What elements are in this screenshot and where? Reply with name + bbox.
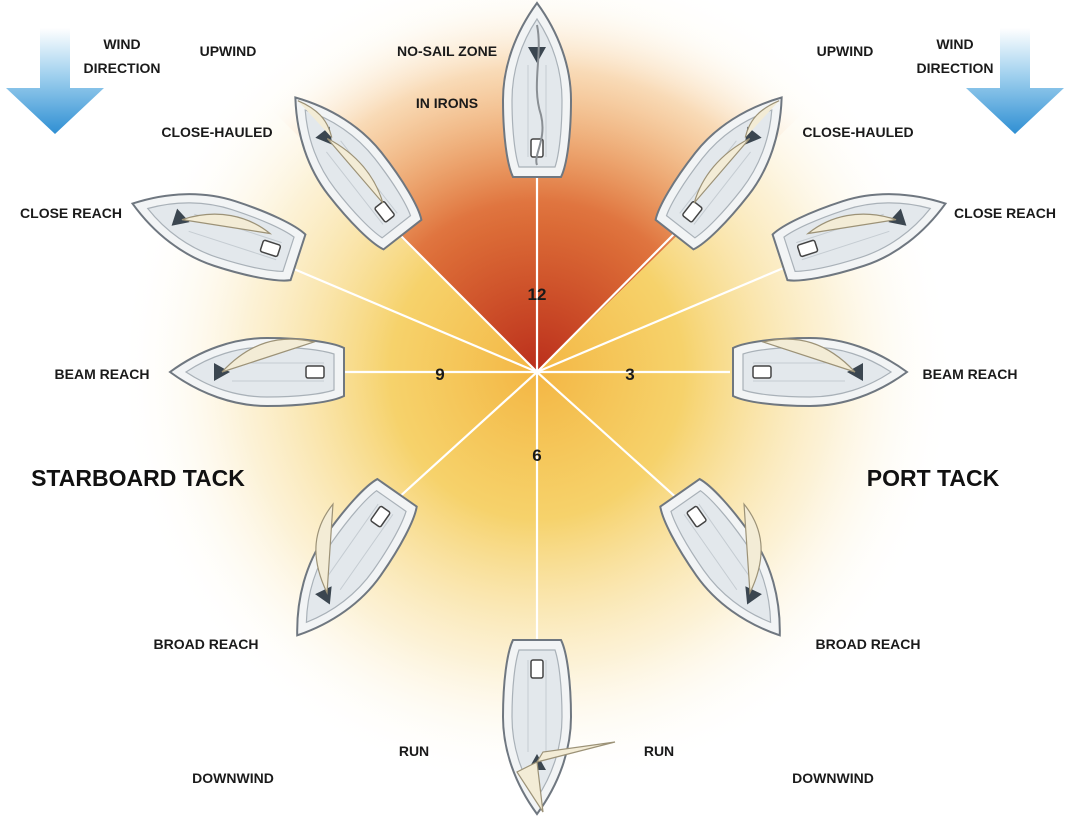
boat-broad-reach-left — [268, 472, 426, 656]
broad-reach-label-right: BROAD REACH — [816, 636, 921, 652]
boat-close-reach-left — [120, 170, 310, 291]
beam-reach-label-right: BEAM REACH — [923, 366, 1018, 382]
boat-close-hauled-right — [646, 75, 810, 257]
wind-arrow-right-icon — [966, 28, 1064, 134]
no-sail-zone-label: NO-SAIL ZONE — [397, 43, 497, 59]
broad-reach-label-left: BROAD REACH — [154, 636, 259, 652]
clock-3-label: 3 — [625, 365, 634, 384]
port-tack-label: PORT TACK — [867, 465, 1000, 491]
upwind-label-left: UPWIND — [200, 43, 257, 59]
beam-reach-label-left: BEAM REACH — [55, 366, 150, 382]
boat-close-reach-right — [768, 170, 958, 291]
no-sail-zone-shading — [160, 0, 919, 372]
starboard-tack-label: STARBOARD TACK — [31, 465, 245, 491]
wind-label-left-line2: DIRECTION — [84, 60, 161, 76]
wind-label-right-line1: WIND — [936, 36, 973, 52]
wind-arrow-left: WIND DIRECTION — [6, 28, 161, 134]
boat-broad-reach-right — [651, 472, 809, 656]
wind-arrow-left-icon — [6, 28, 104, 134]
close-hauled-label-right: CLOSE-HAULED — [802, 124, 913, 140]
downwind-label-right: DOWNWIND — [792, 770, 874, 786]
spoke-close-hauled-left — [392, 227, 538, 373]
boat-close-hauled-left — [267, 75, 431, 257]
spokes — [281, 175, 794, 640]
clock-9-label: 9 — [435, 365, 444, 384]
wind-label-left-line1: WIND — [103, 36, 140, 52]
spoke-close-reach-right — [536, 262, 794, 374]
boat-beam-reach-left — [169, 337, 345, 407]
boat-beam-reach-right — [732, 337, 908, 407]
spoke-broad-reach-right — [536, 371, 691, 511]
downwind-label-left: DOWNWIND — [192, 770, 274, 786]
clock-6-label: 6 — [532, 446, 541, 465]
spoke-broad-reach-left — [384, 371, 538, 511]
close-reach-label-right: CLOSE REACH — [954, 205, 1056, 221]
wind-arrow-right: WIND DIRECTION — [917, 28, 1064, 134]
close-hauled-label-left: CLOSE-HAULED — [161, 124, 272, 140]
boat-no-sail-zone — [502, 2, 572, 178]
spoke-close-reach-left — [281, 262, 538, 374]
clock-12-label: 12 — [528, 285, 547, 304]
close-reach-label-left: CLOSE REACH — [20, 205, 122, 221]
in-irons-label: IN IRONS — [416, 95, 478, 111]
boat-run — [502, 639, 616, 815]
run-label-left: RUN — [399, 743, 429, 759]
run-label-right: RUN — [644, 743, 674, 759]
upwind-label-right: UPWIND — [817, 43, 874, 59]
wind-label-right-line2: DIRECTION — [917, 60, 994, 76]
spoke-close-hauled-right — [536, 227, 681, 373]
